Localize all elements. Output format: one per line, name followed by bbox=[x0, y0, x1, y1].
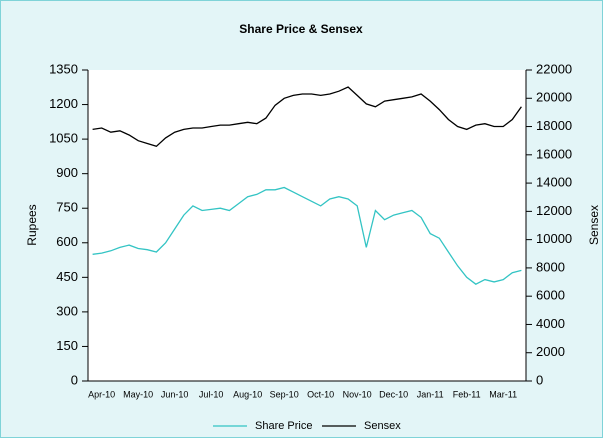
x-tick-label: Sep-10 bbox=[270, 389, 299, 399]
y2-tick-label: 10000 bbox=[536, 231, 572, 246]
x-tick-label: Mar-11 bbox=[489, 389, 517, 399]
y2-tick-label: 14000 bbox=[536, 175, 572, 190]
y2-tick-label: 22000 bbox=[536, 61, 572, 76]
y-axis-label: Rupees bbox=[25, 204, 39, 245]
y-tick-label: 1350 bbox=[49, 61, 78, 76]
y-tick-label: 450 bbox=[56, 269, 78, 284]
x-tick-label: May-10 bbox=[123, 389, 153, 399]
y-tick-label: 750 bbox=[56, 200, 78, 215]
x-tick-label: Feb-11 bbox=[453, 389, 481, 399]
y2-tick-label: 12000 bbox=[536, 203, 572, 218]
y2-tick-label: 16000 bbox=[536, 146, 572, 161]
x-tick-label: Jun-10 bbox=[161, 389, 189, 399]
legend-label: Share Price bbox=[255, 420, 312, 432]
x-tick-label: Jan-11 bbox=[417, 389, 444, 399]
x-tick-label: Apr-10 bbox=[88, 389, 115, 399]
x-tick-label: Dec-10 bbox=[379, 389, 408, 399]
y2-tick-label: 18000 bbox=[536, 118, 572, 133]
y-tick-label: 300 bbox=[56, 303, 78, 318]
series-line bbox=[92, 86, 522, 148]
y-tick-label: 0 bbox=[71, 372, 78, 387]
chart-title: Share Price & Sensex bbox=[239, 22, 363, 36]
series-line bbox=[92, 186, 522, 285]
y2-tick-label: 4000 bbox=[536, 316, 565, 331]
y-tick-label: 150 bbox=[56, 338, 78, 353]
x-tick-label: Nov-10 bbox=[343, 389, 372, 399]
y-tick-label: 1050 bbox=[49, 131, 78, 146]
y2-axis-label: Sensex bbox=[587, 205, 601, 245]
plot-area bbox=[88, 70, 526, 381]
y-tick-label: 1200 bbox=[49, 96, 78, 111]
x-tick-label: Oct-10 bbox=[307, 389, 334, 399]
y2-tick-label: 2000 bbox=[536, 344, 565, 359]
legend-label: Sensex bbox=[364, 420, 401, 432]
y-tick-label: 600 bbox=[56, 234, 78, 249]
x-tick-label: Jul-10 bbox=[199, 389, 224, 399]
x-tick-label: Aug-10 bbox=[233, 389, 262, 399]
y2-tick-label: 8000 bbox=[536, 259, 565, 274]
y2-tick-label: 0 bbox=[536, 372, 543, 387]
y2-tick-label: 20000 bbox=[536, 90, 572, 105]
y2-tick-label: 6000 bbox=[536, 288, 565, 303]
y-tick-label: 900 bbox=[56, 165, 78, 180]
